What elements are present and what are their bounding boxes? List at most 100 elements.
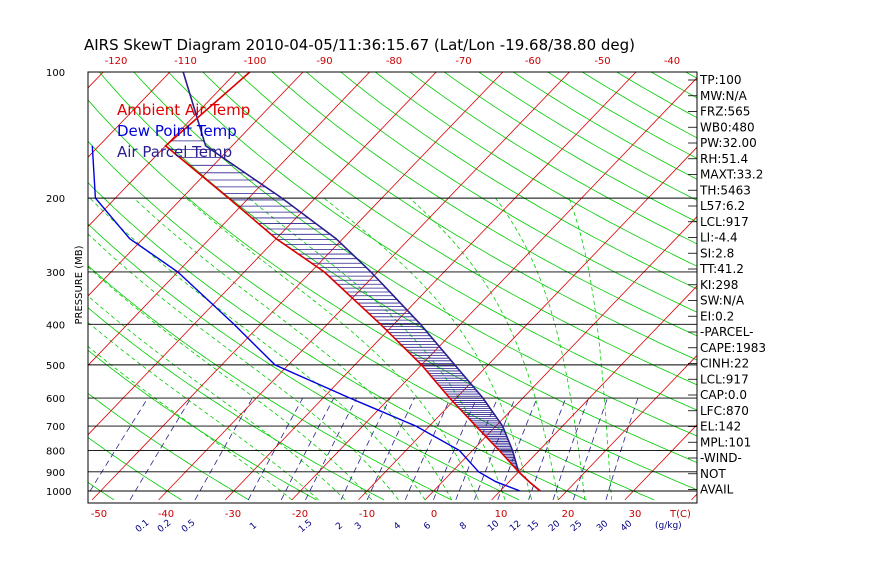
mixing-ratio-label: 3 — [353, 521, 364, 532]
labels-layer: 1002003004005006007008009001000PRESSURE … — [46, 56, 766, 535]
mixing-ratio-label: 4 — [392, 521, 403, 533]
bottom-temp-tick-label: -30 — [225, 509, 241, 520]
mixing-ratio-label: 8 — [458, 521, 469, 533]
mixing-ratio-line — [474, 398, 515, 500]
stability-index: CAPE:1983 — [700, 341, 766, 355]
x-axis-label: T(C) — [669, 509, 691, 520]
stability-index: WB0:480 — [700, 120, 755, 134]
stability-index: TT:41.2 — [699, 262, 744, 276]
dry-adiabat — [0, 63, 114, 500]
mixing-ratio-label: 6 — [422, 521, 433, 533]
stability-index: LCL:917 — [700, 215, 749, 229]
top-temp-tick-label: -70 — [455, 56, 471, 67]
moist-adiabat — [410, 198, 559, 500]
bottom-temp-tick-label: -20 — [292, 509, 308, 520]
top-temp-tick-label: -40 — [664, 56, 680, 67]
mixing-ratio-line — [405, 398, 450, 500]
legend-entry: Air Parcel Temp — [117, 143, 232, 161]
stability-index: EI:0.2 — [700, 309, 734, 323]
moist-adiabat — [20, 198, 372, 500]
pressure-tick-label: 1000 — [46, 487, 71, 498]
stability-index: SI:2.8 — [700, 246, 734, 260]
mixing-ratio-label: 12 — [508, 519, 523, 534]
stability-index: LI:-4.4 — [700, 231, 738, 245]
mixing-ratio-label: 10 — [486, 519, 501, 534]
stability-index: CINH:22 — [700, 357, 749, 371]
mixing-ratio-label: 15 — [526, 519, 541, 534]
pressure-tick-label: 600 — [46, 394, 65, 405]
mixing-ratio-line — [306, 398, 357, 500]
top-temp-tick-label: -60 — [525, 56, 541, 67]
bottom-temp-tick-label: 0 — [431, 509, 437, 520]
mixing-ratio-line — [85, 398, 148, 500]
mixing-ratio-label: 1.5 — [297, 518, 314, 535]
stability-index: MPL:101 — [700, 435, 751, 449]
stability-index: TH:5463 — [699, 183, 751, 197]
mixing-ratio-label: 30 — [595, 519, 610, 534]
stability-index: TP:100 — [699, 73, 742, 87]
pressure-tick-label: 700 — [46, 422, 65, 433]
mixing-ratio-label: 20 — [547, 519, 562, 534]
stability-index: MAXT:33.2 — [700, 168, 763, 182]
legend-entry: Ambient Air Temp — [117, 101, 250, 119]
bottom-temp-tick-label: 30 — [629, 509, 642, 520]
dry-adiabat — [737, 63, 870, 500]
stability-index: FRZ:565 — [700, 105, 750, 119]
mixing-ratio-line — [130, 398, 191, 500]
mixing-ratio-label: 25 — [569, 519, 584, 534]
mixing-ratio-label: 40 — [619, 519, 634, 534]
moist-adiabat — [249, 198, 505, 500]
y-axis-label: PRESSURE (MB) — [74, 245, 85, 324]
stability-index: EL:142 — [700, 420, 741, 434]
mixing-ratio-label: 0.1 — [134, 518, 151, 535]
isotherm — [292, 63, 712, 500]
mixing-ratio-line — [341, 398, 390, 500]
dry-adiabat — [0, 63, 46, 500]
top-temp-tick-label: -120 — [105, 56, 128, 67]
dry-adiabat — [466, 63, 870, 500]
top-temp-tick-label: -110 — [174, 56, 197, 67]
isotherm — [0, 63, 112, 500]
stability-index: CAP:0.0 — [700, 388, 747, 402]
stability-index: NOT — [700, 467, 726, 481]
mixing-ratio-label: 0.5 — [180, 518, 197, 535]
mixing-ratio-unit-label: (g/kg) — [655, 521, 682, 531]
bottom-temp-tick-label: 20 — [562, 509, 575, 520]
dry-adiabat — [364, 63, 870, 500]
pressure-tick-label: 400 — [46, 320, 65, 331]
bottom-temp-tick-label: -10 — [359, 509, 375, 520]
top-temp-tick-label: -100 — [244, 56, 267, 67]
pressure-tick-label: 800 — [46, 446, 65, 457]
top-temp-tick-label: -50 — [594, 56, 610, 67]
mixing-ratio-label: 0.2 — [156, 518, 173, 535]
pressure-tick-label: 900 — [46, 468, 65, 479]
moist-adiabat — [134, 198, 452, 500]
pressure-tick-label: 500 — [46, 361, 65, 372]
stability-index: L57:6.2 — [700, 199, 745, 213]
stability-index: PW:32.00 — [700, 136, 757, 150]
mixing-ratio-label: 2 — [334, 521, 345, 532]
dry-adiabat — [330, 63, 870, 500]
moist-adiabat — [324, 198, 532, 500]
dry-adiabat — [432, 63, 870, 500]
top-temp-tick-label: -90 — [316, 56, 332, 67]
mixing-ratio-label: 1 — [248, 521, 259, 532]
pressure-tick-label: 100 — [46, 68, 65, 79]
stability-index: -PARCEL- — [700, 325, 754, 339]
pressure-tick-label: 200 — [46, 194, 65, 205]
stability-index: -WIND- — [700, 451, 742, 465]
isotherm — [425, 63, 845, 500]
stability-index: SW:N/A — [700, 294, 745, 308]
mixing-ratio-line — [529, 398, 566, 500]
isotherm — [0, 63, 46, 500]
chart-title: AIRS SkewT Diagram 2010-04-05/11:36:15.6… — [84, 36, 635, 54]
stability-index: KI:298 — [700, 278, 738, 292]
moist-adiabat — [186, 198, 478, 500]
isotherm — [758, 63, 870, 500]
stability-index: RH:51.4 — [700, 152, 748, 166]
legend-entry: Dew Point Temp — [117, 122, 237, 140]
moist-adiabat — [0, 198, 292, 500]
mixing-ratio-line — [456, 398, 498, 500]
